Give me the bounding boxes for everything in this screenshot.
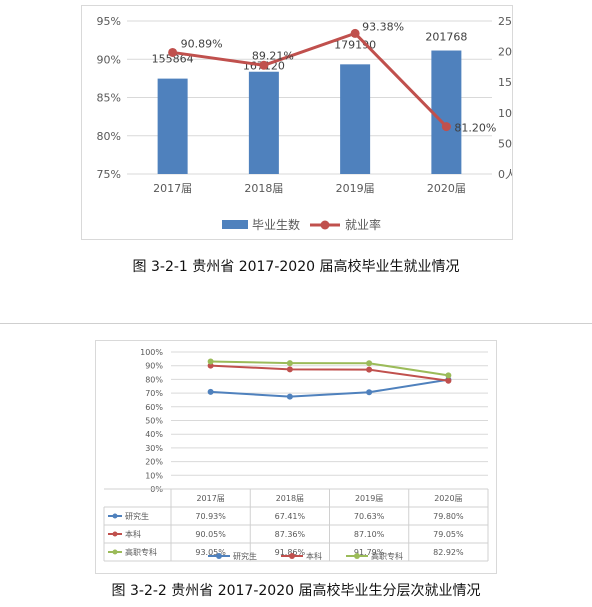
y-tick-label: 80%: [145, 375, 163, 384]
y-tick-label: 90%: [145, 362, 163, 371]
chart-1-svg: 95% 90% 85% 80% 75% 250000人 200000人 150000人 1000…: [97, 15, 551, 232]
series-point: [366, 366, 373, 373]
line-value-label: 89.21%: [252, 49, 294, 62]
table-cell-value: 91.79%: [354, 548, 385, 557]
x-tick-label: 2019届: [336, 182, 375, 195]
table-series-name: 高职专科: [125, 547, 157, 557]
figure-2-caption: 图 3-2-2 贵州省 2017-2020 届高校毕业生分层次就业情况: [111, 583, 481, 599]
table-key-marker: [112, 549, 118, 555]
series-point: [445, 372, 452, 379]
line-value-label: 81.20%: [454, 122, 496, 135]
x-tick-label: 2020届: [434, 494, 462, 503]
table-cell-value: 67.41%: [275, 512, 306, 521]
x-tick-label: 2019届: [355, 494, 383, 503]
y-right-tick-label: 100000人: [498, 107, 512, 120]
table-key-marker: [112, 513, 118, 519]
table-cell-value: 90.05%: [195, 530, 226, 539]
chart-2-svg: 100%90%80%70%60%50%40%30%20%10%0%2017届 20…: [103, 348, 489, 562]
y-right-tick-label: 250000人: [498, 15, 512, 28]
legend-label: 高职专科: [371, 551, 403, 561]
series-point: [207, 358, 214, 365]
series-point: [207, 362, 214, 369]
series-line: [210, 378, 449, 398]
x-tick-label: 2017届: [153, 182, 192, 195]
series-point: [366, 360, 373, 367]
legend-label: 本科: [306, 551, 322, 561]
point-employment-rate: [168, 47, 178, 57]
point-employment-rate: [350, 28, 360, 38]
point-employment-rate: [259, 60, 269, 70]
y-tick-label: 10%: [145, 471, 163, 480]
legend-marker: [289, 553, 295, 559]
y-left-tick-label: 95%: [97, 15, 121, 28]
y-left-tick-label: 90%: [97, 53, 121, 66]
chart-employment-by-level: 100% 90% 80% 70% 60% 50% 40% 30% 20% 10% 0% 2017届 20…: [95, 340, 497, 574]
bar-graduates: [431, 50, 462, 174]
y-tick-label: 100%: [140, 348, 163, 357]
figure-1-caption: 图 3-2-1 贵州省 2017-2020 届高校毕业生就业情况: [132, 259, 460, 275]
y-tick-label: 50%: [145, 417, 163, 426]
series-line: [210, 364, 449, 382]
y-right-tick-label: 0人: [498, 168, 512, 181]
legend-swatch-graduates: [222, 220, 248, 229]
y-right-tick-label: 150000人: [498, 76, 512, 89]
x-tick-label: 2018届: [244, 182, 283, 195]
table-cell-value: 70.63%: [354, 512, 385, 521]
bar-graduates: [340, 64, 371, 174]
table-cell-value: 70.93%: [195, 512, 226, 521]
table-series-name: 本科: [125, 529, 141, 539]
bar-value-label: 155864: [152, 53, 194, 66]
series-point: [286, 360, 293, 367]
series-point: [445, 377, 452, 384]
point-employment-rate: [441, 122, 451, 132]
y-tick-label: 60%: [145, 403, 163, 412]
y-left-tick-label: 80%: [97, 130, 121, 143]
legend-label: 研究生: [233, 551, 257, 561]
bar-graduates: [248, 71, 279, 174]
series-point: [366, 389, 373, 396]
line-employment-rate: [172, 31, 448, 128]
bar-value-label: 201768: [425, 31, 467, 44]
x-tick-label: 2018届: [276, 494, 304, 503]
y-tick-label: 40%: [145, 430, 163, 439]
table-cell-value: 91.86%: [275, 548, 306, 557]
series-line: [210, 360, 449, 377]
legend-label-graduates: 毕业生数: [252, 217, 300, 232]
series-point: [286, 366, 293, 373]
legend-marker: [354, 553, 360, 559]
series-point: [207, 388, 214, 395]
bar-graduates: [157, 78, 188, 174]
table-cell-value: 87.10%: [354, 530, 385, 539]
y-tick-label: 20%: [145, 458, 163, 467]
table-cell-value: 93.05%: [195, 548, 226, 557]
table-series-name: 研究生: [125, 511, 149, 521]
legend-marker-employment-rate: [320, 220, 330, 230]
line-value-label: 93.38%: [362, 20, 404, 33]
y-tick-label: 30%: [145, 444, 163, 453]
table-cell-value: 79.80%: [433, 512, 464, 521]
y-left-tick-label: 85%: [97, 92, 121, 105]
y-tick-label: 70%: [145, 389, 163, 398]
y-right-tick-label: 50000人: [498, 137, 512, 150]
legend-marker: [216, 553, 222, 559]
x-tick-label: 2020届: [427, 182, 466, 195]
line-value-label: 90.89%: [181, 37, 223, 50]
section-divider: [0, 323, 592, 324]
table-cell-value: 87.36%: [275, 530, 306, 539]
table-cell-value: 79.05%: [433, 530, 464, 539]
legend-label-employment-rate: 就业率: [345, 217, 381, 232]
y-right-tick-label: 200000人: [498, 46, 512, 59]
table-key-marker: [112, 531, 118, 537]
x-tick-label: 2017届: [196, 494, 224, 503]
table-cell-value: 82.92%: [433, 548, 464, 557]
y-left-tick-label: 75%: [97, 168, 121, 181]
series-point: [286, 393, 293, 400]
chart-graduates-employment: 95% 90% 85% 80% 75% 250000人 200000人 150000人 1000…: [81, 5, 551, 240]
bar-value-label: 179190: [334, 38, 376, 51]
